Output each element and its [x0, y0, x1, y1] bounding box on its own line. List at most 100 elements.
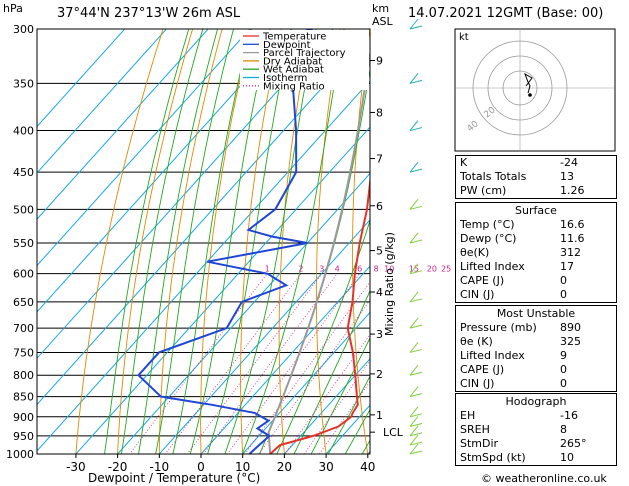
wind-barb-flag — [409, 270, 423, 275]
wind-barb — [409, 161, 419, 173]
surface-row: CIN (J) 0 — [460, 288, 567, 301]
x-tick-label: 20 — [277, 460, 292, 474]
copyright-footer: © weatheronline.co.uk — [481, 472, 607, 485]
location-title: 37°44'N 237°13'W 26m ASL — [57, 6, 241, 21]
most-unstable-table: Most Unstable Pressure (mb) 890 θe (K) 325… — [455, 305, 617, 392]
wet-adiabat-line — [155, 29, 234, 454]
most-unstable-row: CIN (J) 0 — [460, 377, 567, 390]
wind-barb — [409, 199, 419, 210]
wind-barb-flag — [409, 127, 423, 132]
pressure-tick-label: 500 — [13, 203, 34, 216]
dry-adiabat-line — [158, 29, 223, 454]
legend-entry: Isotherm — [263, 73, 307, 84]
pressure-tick-label: 800 — [13, 369, 34, 382]
hodograph-unit-label: kt — [459, 32, 469, 43]
dry-adiabat-line — [75, 29, 164, 454]
most-unstable-row: θe (K) 325 — [460, 335, 581, 348]
isotherm-line — [37, 29, 209, 220]
x-tick-label: 0 — [197, 460, 205, 474]
most-unstable-title: Most Unstable — [496, 307, 576, 320]
x-tick-label: -20 — [108, 460, 128, 474]
surface-row: Lifted Index 17 — [460, 260, 574, 273]
wind-barb-flag — [409, 348, 423, 353]
wind-barb — [409, 342, 419, 353]
parcel-trajectory — [267, 49, 370, 454]
wind-barb-flag — [409, 25, 423, 30]
isotherm-line — [37, 29, 251, 267]
most-unstable-row: Lifted Index 9 — [460, 349, 567, 362]
wet-adiabat-line — [344, 408, 370, 454]
legend-entry: Temperature — [262, 32, 326, 43]
x-tick-label: -10 — [149, 460, 169, 474]
temperature-profile — [269, 174, 370, 454]
height-tick-label: 6 — [376, 200, 383, 213]
wind-barb — [409, 73, 419, 84]
legend-entry: Parcel Trajectory — [263, 48, 346, 59]
wind-barb-flag — [409, 371, 423, 376]
mixing-ratio-line — [203, 273, 338, 454]
pressure-tick-label: 850 — [13, 391, 34, 404]
isotherm-line — [116, 172, 370, 454]
dry-adiabat-line — [315, 29, 341, 454]
index-row-totals: Totals Totals 13 — [460, 170, 574, 183]
mixing-ratio-axis-title: Mixing Ratio (g/kg) — [383, 232, 396, 336]
pressure-tick-label: 1000 — [6, 448, 34, 461]
height-unit-label: km — [372, 2, 390, 15]
plot-frame — [36, 28, 371, 455]
pressure-tick-label: 700 — [13, 322, 34, 335]
height-tick-label: 5 — [376, 245, 383, 258]
hodograph-table-title: Hodograph — [505, 395, 567, 408]
wet-adiabat-line — [189, 29, 271, 454]
pressure-tick-label: 550 — [13, 237, 34, 250]
datetime-title: 14.07.2021 12GMT (Base: 00) — [408, 6, 604, 21]
wind-barb — [409, 317, 419, 329]
mixing-ratio-tick-label: 20 — [427, 265, 437, 274]
wind-barb-flag — [409, 205, 423, 210]
lcl-label: LCL — [383, 426, 404, 439]
mixing-ratio-line — [244, 281, 370, 454]
mixing-ratio-tick-label: 6 — [357, 265, 362, 274]
pressure-tick-label: 650 — [13, 296, 34, 309]
wet-adiabat-line — [310, 337, 370, 454]
wind-barb-flag — [409, 298, 423, 303]
wind-barb-flag — [409, 432, 423, 437]
mixing-ratio-tick-label: 2 — [298, 265, 303, 274]
wind-barb — [409, 120, 419, 131]
mixing-ratio-tick-label: 25 — [441, 265, 451, 274]
wind-barb-flag — [409, 79, 423, 84]
wind-barb — [409, 443, 419, 455]
height-tick-label: 9 — [376, 54, 383, 67]
wind-barb-flag — [409, 450, 423, 455]
wind-barb — [409, 263, 419, 274]
dry-adiabat-line — [421, 5, 455, 472]
wind-barb-flag — [409, 393, 423, 398]
surface-row: Temp (°C) 16.6 — [460, 218, 585, 231]
surface-row: CAPE (J) 0 — [460, 274, 567, 287]
most-unstable-row: Pressure (mb) 890 — [460, 321, 581, 334]
wet-adiabat-line — [241, 29, 345, 454]
hodograph-frame — [454, 28, 616, 152]
wind-barb — [409, 364, 419, 376]
x-axis-title: Dewpoint / Temperature (°C) — [88, 471, 261, 485]
isotherm-line — [242, 311, 370, 454]
x-tick-label: 40 — [360, 460, 375, 474]
height-tick-label: 1 — [376, 409, 383, 422]
wind-barb — [409, 232, 419, 244]
dry-adiabat-line — [117, 29, 194, 454]
wind-barb — [409, 386, 419, 397]
legend-entry: Dewpoint — [263, 40, 311, 51]
pressure-tick-label: 750 — [13, 346, 34, 359]
wind-barb — [409, 416, 419, 427]
wind-barb — [409, 18, 419, 30]
wind-barb-flag — [409, 413, 423, 418]
wet-adiabat-line — [121, 29, 204, 454]
mixing-ratio-line — [258, 299, 370, 454]
temperature-line — [269, 174, 370, 454]
mixing-ratio-tick-label: 3 — [319, 265, 324, 274]
height-tick-label: 2 — [376, 368, 383, 381]
height-tick-label: 4 — [376, 286, 383, 299]
legend-entry: Dry Adiabat — [263, 56, 322, 67]
wind-barbs — [409, 18, 423, 455]
